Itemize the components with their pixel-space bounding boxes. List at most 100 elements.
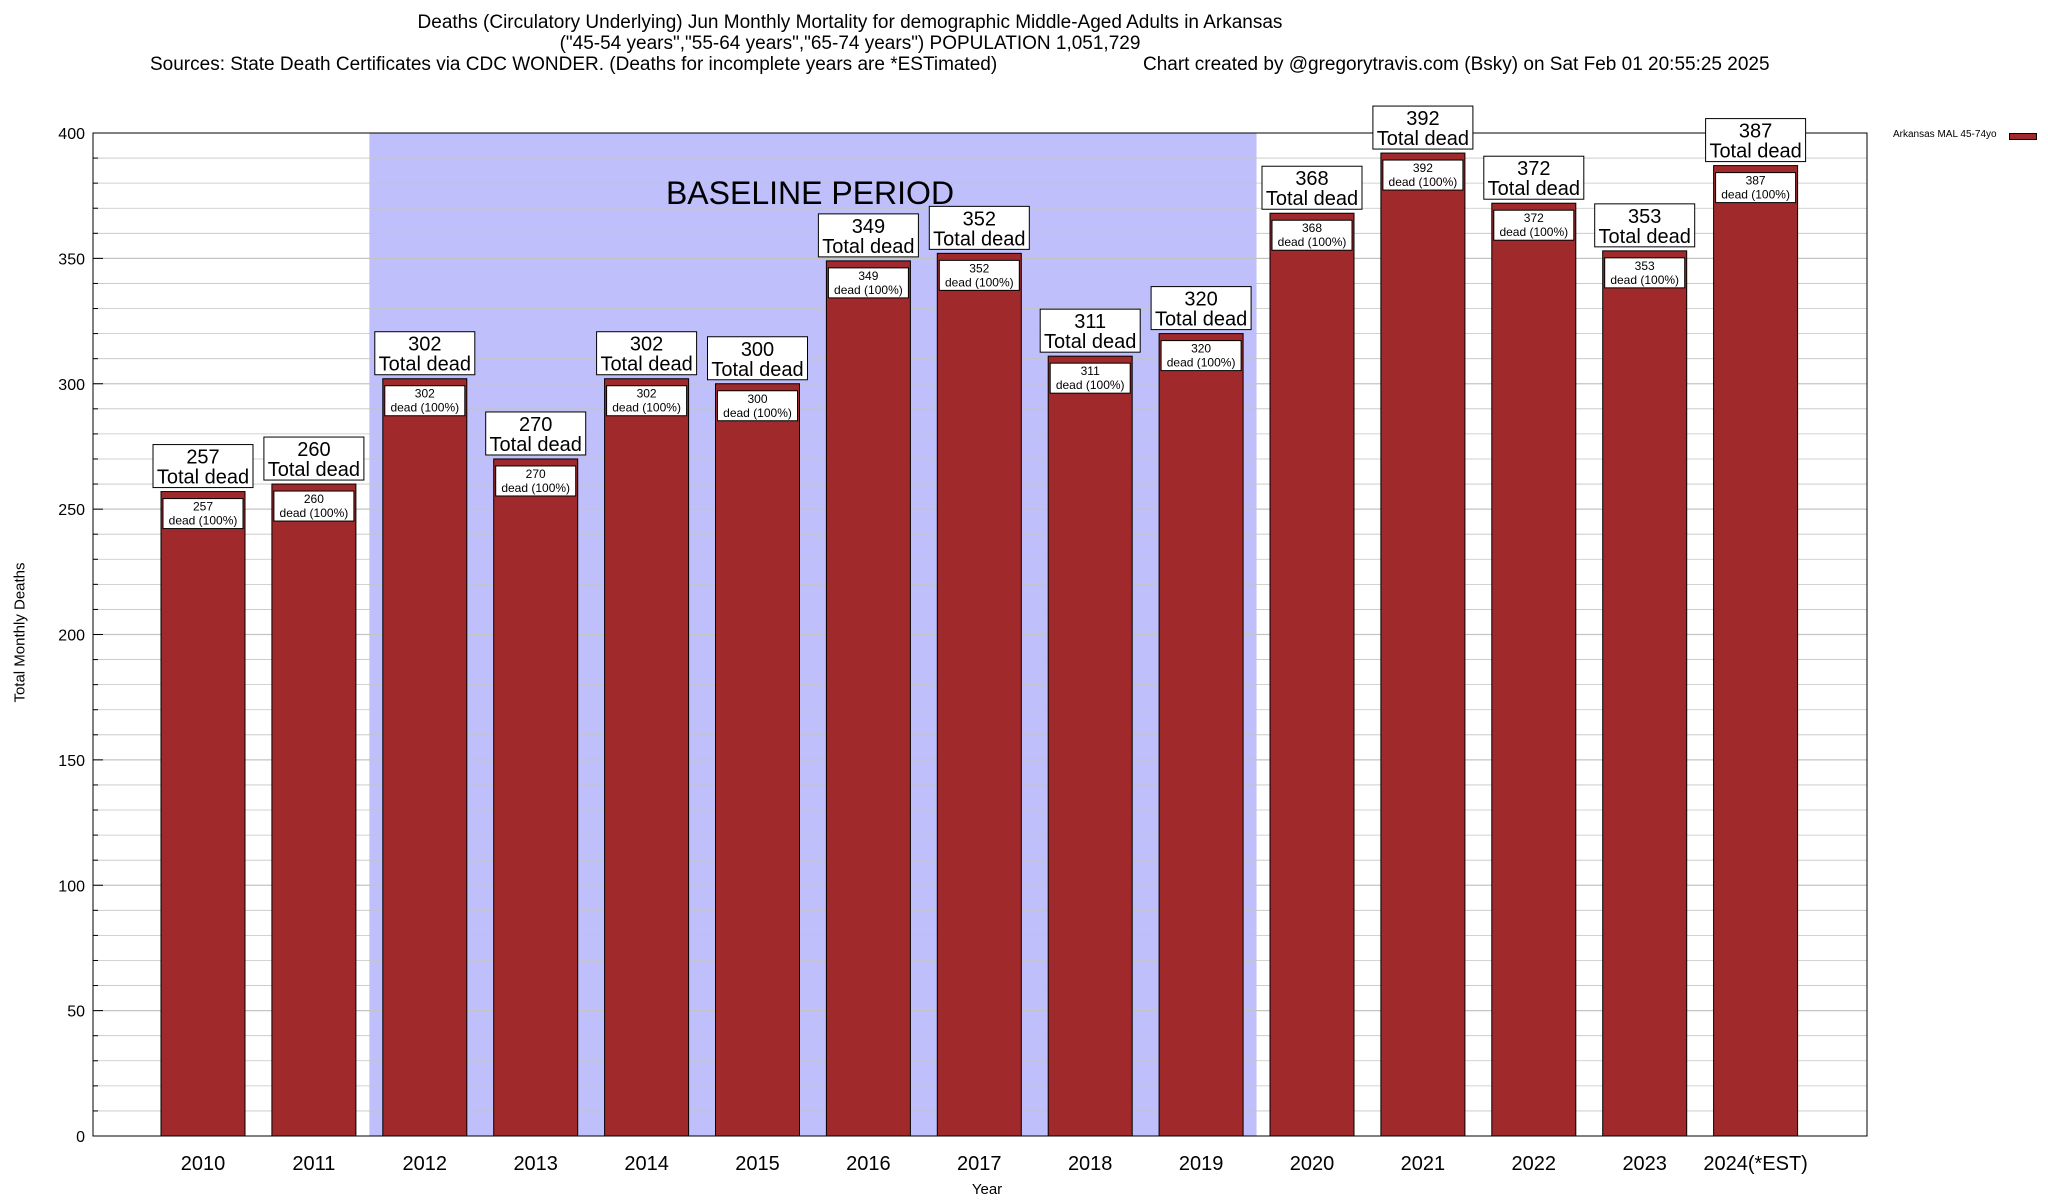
legend-label: Arkansas MAL 45-74yo: [1893, 129, 1997, 140]
total-label-box: [152, 444, 254, 489]
bar: [1602, 250, 1688, 1137]
total-label-box: [1039, 308, 1141, 353]
y-tick-label: 250: [58, 502, 85, 519]
bar-inner-text: dead (100%): [1610, 273, 1679, 287]
x-tick-label: 2019: [1179, 1153, 1224, 1175]
bar-inner-text: dead (100%): [501, 481, 570, 495]
x-axis: 2010 2011 2012 2013 2014 2015 2016 2017 2018 2019…: [181, 1153, 1808, 1175]
bar-inner-value: 270: [526, 467, 546, 481]
bar-total-text: Total dead: [1155, 309, 1247, 331]
bar-total-value: 260: [297, 439, 330, 461]
bar-inner-value: 302: [637, 387, 657, 401]
legend-swatch: [2009, 133, 2037, 140]
y-tick-label: 50: [67, 1004, 85, 1021]
bar-inner-text: dead (100%): [1721, 188, 1790, 202]
inner-label-box: [1493, 209, 1575, 241]
total-label-box: [928, 205, 1030, 250]
bar: [1380, 152, 1466, 1137]
bar: [1491, 202, 1577, 1137]
inner-label-box: [273, 490, 355, 522]
bar-total-value: 368: [1295, 168, 1328, 190]
x-axis-label: Year: [971, 1181, 1003, 1198]
x-tick-label: 2011: [292, 1153, 335, 1175]
y-axis-label: Total Monthly Deaths: [11, 562, 29, 703]
x-tick-label: 2016: [846, 1153, 891, 1175]
y-axis: 0 50 100 150 200 250 300 350 400: [58, 126, 103, 1146]
bar-inner-text: dead (100%): [169, 514, 238, 528]
inner-label-box: [1271, 219, 1353, 251]
chart-sources: Sources: State Death Certificates via CD…: [150, 54, 998, 75]
y-tick-label: 350: [58, 251, 85, 268]
x-tick-label: 2022: [1512, 1153, 1557, 1175]
inner-label-box: [1604, 257, 1686, 289]
x-tick-label: 2024(*EST): [1703, 1153, 1808, 1175]
bar: [936, 252, 1022, 1137]
inner-label-box: [1160, 340, 1242, 372]
inner-label-box: [938, 259, 1020, 291]
total-label-box: [1372, 105, 1474, 150]
bar: [1047, 355, 1133, 1137]
bar-inner-text: dead (100%): [1056, 378, 1125, 392]
bar-inner-value: 311: [1081, 364, 1100, 378]
bar-inner-value: 352: [969, 261, 989, 275]
x-tick-label: 2015: [735, 1153, 780, 1175]
bar-inner-value: 320: [1191, 342, 1211, 356]
bar-inner-value: 257: [193, 500, 213, 514]
bar: [493, 458, 579, 1137]
chart-credit: Chart created by @gregorytravis.com (Bsk…: [1143, 54, 1770, 75]
bar-total-text: Total dead: [1488, 178, 1580, 200]
bar-total-text: Total dead: [490, 434, 582, 456]
total-label-box: [485, 411, 587, 456]
total-label-box: [1594, 203, 1696, 248]
bar-total-text: Total dead: [711, 359, 803, 381]
x-tick-label: 2013: [513, 1153, 558, 1175]
total-label-box: [1150, 286, 1252, 331]
bar-inner-text: dead (100%): [945, 275, 1014, 289]
y-tick-label: 150: [58, 753, 85, 770]
bar-total-text: Total dead: [1044, 331, 1136, 353]
inner-label-box: [717, 390, 798, 422]
bar: [715, 383, 800, 1137]
bar: [1269, 212, 1355, 1137]
bar-total-text: Total dead: [1266, 188, 1358, 210]
bar-total-value: 270: [519, 414, 552, 436]
bar-inner-value: 372: [1524, 211, 1544, 225]
bar-inner-value: 349: [858, 269, 878, 283]
bar: [825, 260, 911, 1137]
bar-inner-text: dead (100%): [612, 401, 681, 415]
bar-inner-text: dead (100%): [390, 401, 459, 415]
y-tick-label: 100: [58, 878, 85, 895]
total-label-box: [707, 336, 808, 381]
bar-total-value: 257: [186, 447, 219, 469]
y-tick-label: 0: [76, 1129, 85, 1146]
chart-subtitle: ("45-54 years","55-64 years","65-74 year…: [559, 33, 1141, 54]
bar-total-text: Total dead: [822, 236, 914, 258]
bar: [271, 483, 357, 1137]
bar-inner-value: 392: [1413, 161, 1433, 175]
bar-inner-text: dead (100%): [723, 406, 792, 420]
bar: [1713, 165, 1799, 1137]
bar-total-text: Total dead: [1377, 128, 1469, 150]
bar: [382, 378, 468, 1137]
bar-inner-text: dead (100%): [834, 283, 903, 297]
y-tick-label: 200: [58, 628, 85, 645]
bar-total-value: 353: [1628, 206, 1661, 228]
bar-total-value: 349: [852, 216, 885, 238]
bar-inner-text: dead (100%): [1167, 356, 1236, 370]
total-label-box: [1483, 155, 1585, 200]
inner-label-box: [1382, 159, 1464, 191]
bar-total-value: 302: [408, 334, 441, 356]
bar-total-value: 372: [1517, 158, 1550, 180]
bar-inner-text: dead (100%): [280, 506, 349, 520]
bar: [160, 491, 246, 1137]
inner-label-box: [1049, 362, 1131, 394]
total-label-box: [263, 436, 365, 481]
x-tick-label: 2010: [181, 1153, 226, 1175]
bar-total-value: 320: [1184, 289, 1217, 311]
inner-label-box: [162, 498, 244, 530]
bar-total-text: Total dead: [600, 354, 692, 376]
bar-total-text: Total dead: [933, 228, 1025, 250]
bar-total-text: Total dead: [1709, 141, 1801, 163]
